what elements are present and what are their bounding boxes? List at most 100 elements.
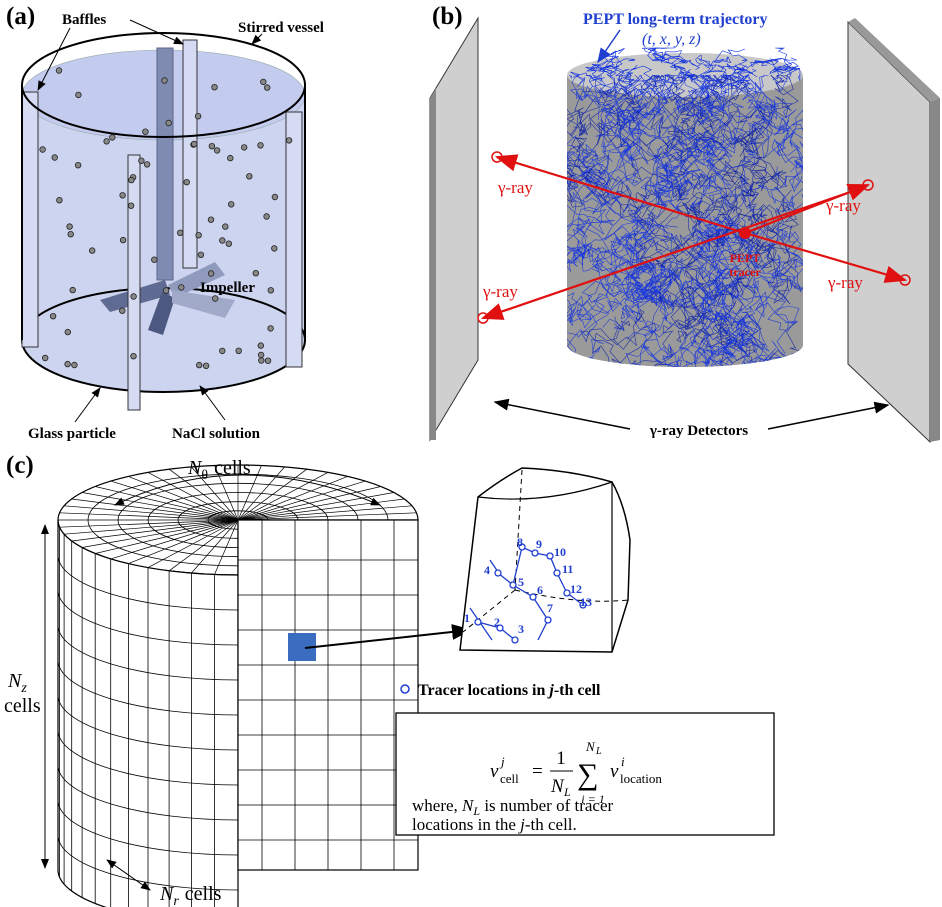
particle [143,129,149,135]
particle [196,232,202,238]
particle [65,361,71,367]
label: Baffles [62,12,106,28]
particle [220,348,226,354]
subscript: θ [201,468,208,483]
tracer [739,227,751,239]
gamma-label: γ-ray [497,178,533,197]
particle [68,231,74,237]
location-label: 8 [517,535,523,549]
particle [236,348,242,354]
particle [67,224,73,230]
formula-part: v [490,761,499,782]
particle [253,270,259,276]
note-line: locations in the j-th cell. [412,815,577,834]
particle [198,252,204,258]
formula-part: ∑ [577,758,598,791]
subscript: r [173,894,179,907]
formula-part: = [532,761,543,782]
particle [120,237,126,243]
detector-edge [930,98,940,442]
formula-part: i [621,754,625,769]
particle [40,147,46,153]
arrow [75,388,100,422]
gamma-label: γ-ray [825,196,861,215]
particle [241,145,247,151]
panel-label: (b) [432,3,463,30]
particle [272,246,278,252]
text: Tracer locations in [418,682,549,699]
location-label: 5 [518,575,524,589]
gamma-label: γ-ray [482,282,518,301]
tracer-label: tracer [729,265,761,279]
label: Glass particle [28,426,116,442]
text: locations in the [412,815,520,834]
particle [56,68,62,74]
particle [226,241,232,247]
particle [268,326,274,332]
formula-part: 1 [556,748,566,769]
figure: (a) Baffles Stirred vessel Impeller Glas… [0,0,942,907]
label: Impeller [200,280,255,296]
location-label: 1 [464,611,470,625]
particle [223,224,229,230]
particle [191,141,197,147]
particle [208,217,214,223]
detector [430,18,478,440]
tracer-location [530,594,536,600]
particle [139,158,145,164]
location-label: 11 [562,562,573,576]
formula-part: N [550,776,565,797]
particle [261,79,267,85]
arrow [768,405,888,429]
particle [268,288,274,294]
particle [286,138,292,144]
particle [258,343,264,349]
panel-b: (b) PEPT long-term trajectory (t, x, y, … [430,3,940,442]
particle [212,296,218,302]
particle [258,143,264,149]
tracer-location [510,582,516,588]
label: Stirred vessel [238,20,324,36]
particle [184,179,190,185]
particle [228,202,234,208]
formula-part: L [595,746,602,757]
formula-part: v [610,761,619,782]
baffle [183,40,197,268]
particle [152,257,158,263]
particle [131,353,137,359]
particle [166,120,172,126]
arrow [130,20,183,44]
tracer-location [495,570,501,576]
particle [264,85,270,91]
label: PEPT long-term trajectory [583,11,768,28]
baffle [22,92,38,347]
tracer-location [545,617,551,623]
location-label: 7 [547,601,553,615]
tracer-location [512,637,518,643]
baffle [128,155,140,410]
particle [196,362,202,368]
particle [179,285,185,291]
arrow [495,402,630,429]
particle [258,352,264,358]
particle [177,230,183,236]
particle [104,139,110,145]
location-label: 2 [494,615,500,629]
particle [228,155,234,161]
particle [247,174,253,180]
particle [272,194,278,200]
baffle [286,112,302,367]
text: -th cell. [525,815,577,834]
particle [72,362,78,368]
particle [212,84,218,90]
panel-label: (c) [6,452,34,479]
label: γ-ray Detectors [649,423,748,439]
detector-edge [430,88,436,440]
tracer-label: PEPT [730,251,761,265]
particle [42,355,48,361]
particle [265,358,271,364]
particle [89,248,95,254]
panel-a: (a) Baffles Stirred vessel Impeller Glas… [6,3,324,442]
particle [52,155,58,161]
text: cells [214,457,251,479]
